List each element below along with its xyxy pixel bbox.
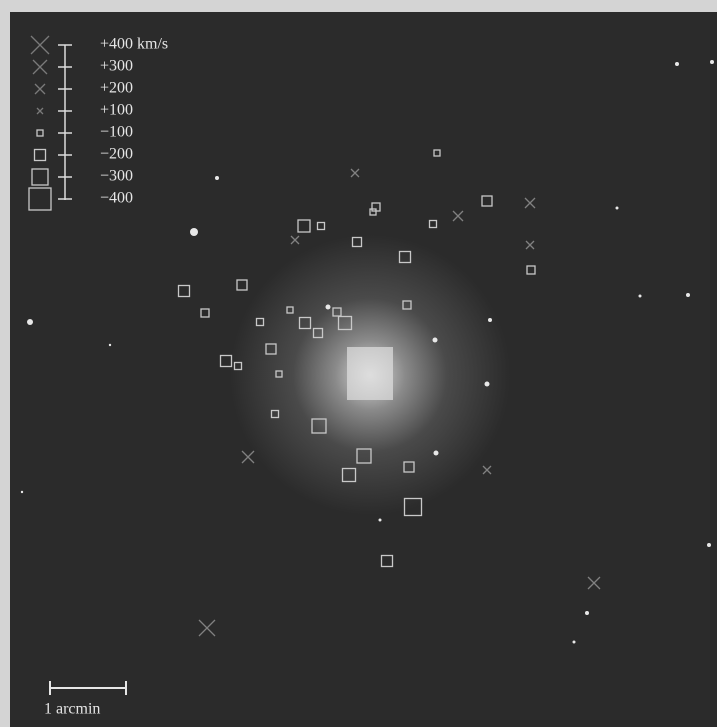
square-marker <box>236 279 248 291</box>
cross-marker <box>198 619 216 637</box>
square-marker <box>270 409 280 419</box>
square-marker <box>369 208 377 216</box>
star <box>108 343 112 347</box>
square-marker <box>356 448 372 464</box>
star <box>20 490 24 494</box>
square-marker <box>402 300 412 310</box>
square-marker <box>341 467 357 483</box>
star <box>572 640 576 644</box>
square-marker <box>36 129 44 137</box>
cross-marker <box>30 35 50 55</box>
star <box>675 62 679 66</box>
legend-label: +300 <box>100 58 133 75</box>
cross-marker <box>525 240 535 250</box>
square-marker <box>311 418 327 434</box>
star <box>378 518 382 522</box>
square-marker <box>481 195 493 207</box>
legend-label: +200 <box>100 80 133 97</box>
star <box>710 60 714 64</box>
scale-label: 1 arcmin <box>44 701 100 718</box>
square-marker <box>233 361 243 371</box>
square-marker <box>403 497 423 517</box>
cross-marker <box>241 450 255 464</box>
cross-marker <box>524 197 536 209</box>
square-marker <box>200 308 210 318</box>
star <box>638 294 642 298</box>
square-marker <box>275 370 283 378</box>
square-marker <box>312 327 324 339</box>
legend-label: +100 <box>100 102 133 119</box>
square-marker <box>255 317 265 327</box>
star <box>707 543 711 547</box>
star <box>488 318 492 322</box>
star <box>484 381 490 387</box>
legend-label: −400 <box>100 190 133 207</box>
galaxy-core <box>347 347 393 400</box>
square-marker <box>286 306 294 314</box>
cross-marker <box>482 465 492 475</box>
star <box>325 304 331 310</box>
scale-bar: 1 arcmin <box>44 681 127 718</box>
star <box>433 450 439 456</box>
star <box>215 176 219 180</box>
markers <box>20 60 714 644</box>
legend: +400 km/s +300 +200 +100 −100 −200 −300 −400 <box>28 35 168 211</box>
square-marker <box>332 307 342 317</box>
square-marker <box>28 187 52 211</box>
square-marker <box>351 236 363 248</box>
square-marker <box>219 354 233 368</box>
star <box>190 228 198 236</box>
square-marker <box>403 461 415 473</box>
star <box>432 337 438 343</box>
square-marker <box>433 149 441 157</box>
cross-marker <box>587 576 601 590</box>
legend-label: −100 <box>100 124 133 141</box>
square-marker <box>265 343 277 355</box>
square-marker <box>316 221 326 231</box>
square-marker <box>526 265 536 275</box>
cross-marker <box>36 107 44 115</box>
square-marker <box>297 219 311 233</box>
legend-label: +400 km/s <box>100 36 168 53</box>
cross-marker <box>34 83 46 95</box>
cross-marker <box>32 59 48 75</box>
square-marker <box>398 250 412 264</box>
legend-label: −200 <box>100 146 133 163</box>
square-marker <box>428 219 438 229</box>
square-marker <box>380 554 394 568</box>
star <box>585 611 589 615</box>
star <box>686 293 690 297</box>
cross-marker <box>350 168 360 178</box>
cross-marker <box>290 235 300 245</box>
square-marker <box>298 316 312 330</box>
star <box>27 319 33 325</box>
star <box>615 206 619 210</box>
square-marker <box>33 148 47 162</box>
square-marker <box>31 168 49 186</box>
cross-marker <box>452 210 464 222</box>
square-marker <box>337 315 353 331</box>
square-marker <box>177 284 191 298</box>
legend-label: −300 <box>100 168 133 185</box>
